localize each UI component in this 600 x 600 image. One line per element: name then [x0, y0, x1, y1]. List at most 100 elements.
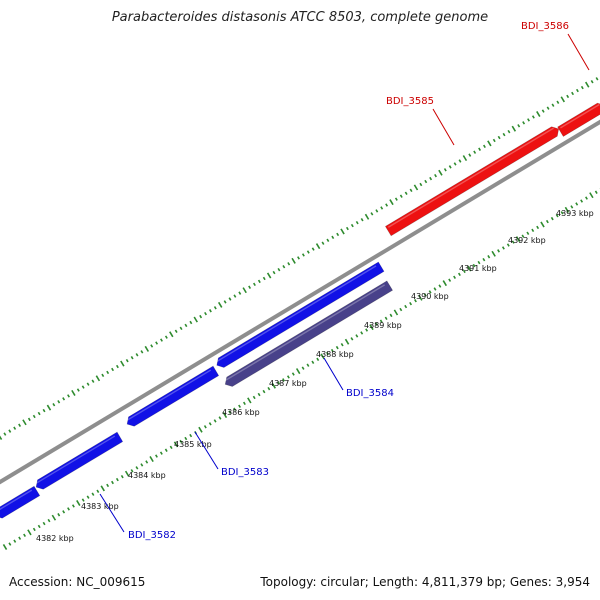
inner-tick [369, 324, 374, 331]
inner-tick [18, 536, 22, 540]
inner-tick [164, 448, 168, 452]
outer-tick [179, 326, 183, 331]
inner-tick [360, 331, 364, 335]
gene-arrow-bdi-3583 [126, 365, 220, 427]
outer-tick [370, 212, 374, 216]
outer-tick [409, 188, 413, 193]
outer-tick [297, 256, 300, 260]
inner-tick [531, 228, 535, 233]
outer-tick [189, 320, 193, 325]
outer-tick [385, 203, 389, 207]
inner-tick [355, 334, 359, 338]
inner-tick [124, 470, 130, 477]
outer-tick [473, 150, 477, 154]
inner-tick [564, 206, 570, 213]
inner-tick [218, 416, 222, 420]
gene-arrow-bdi-3581 [0, 485, 41, 519]
inner-tick [282, 378, 285, 382]
outer-tick [360, 218, 364, 222]
scale-label: 4382 kbp [36, 534, 74, 543]
outer-tick [106, 370, 110, 375]
outer-tick [46, 404, 52, 411]
outer-tick [204, 311, 207, 316]
inner-tick [2, 544, 8, 550]
inner-tick [462, 269, 466, 274]
outer-tick [287, 262, 291, 266]
gene-features [0, 102, 600, 519]
outer-tick [42, 408, 46, 413]
outer-tick [52, 403, 56, 407]
inner-tick [184, 436, 188, 441]
outer-tick [282, 265, 286, 269]
inner-tick [536, 225, 540, 230]
scale-labels: 4382 kbp 4383 kbp 4384 kbp 4385 kbp 4386 kbp… [36, 209, 594, 543]
outer-tick [478, 147, 482, 151]
inner-tick [27, 529, 32, 536]
gene-label-bdi-3583[interactable]: BDI_3583 [221, 467, 269, 478]
inner-tick [316, 357, 320, 362]
inner-tick [442, 280, 448, 287]
inner-tick [228, 410, 232, 414]
gene-label-bdi-3586[interactable]: BDI_3586 [521, 21, 569, 32]
outer-tick [150, 344, 154, 348]
inner-tick [130, 469, 134, 473]
inner-tick [550, 216, 554, 221]
outer-tick [140, 350, 144, 354]
inner-tick [149, 456, 154, 463]
gene-label-bdi-3582[interactable]: BDI_3582 [128, 530, 176, 541]
outer-tick [301, 253, 305, 257]
inner-tick [497, 249, 500, 253]
inner-tick-ring [2, 188, 600, 550]
gene-label-bdi-3585[interactable]: BDI_3585 [386, 96, 434, 107]
inner-tick [575, 202, 579, 206]
inner-tick [301, 366, 305, 370]
gene-label-leader-bdi-3584 [323, 357, 344, 391]
outer-tick [199, 314, 203, 319]
gene-arrow-bdi-3581-highlight [0, 489, 33, 511]
outer-tick [453, 162, 457, 166]
outer-tick [213, 306, 217, 310]
outer-tick [169, 331, 174, 338]
inner-tick [501, 246, 505, 250]
outer-tick [566, 94, 570, 99]
gene-arrow-bdi-3586-highlight [560, 103, 600, 129]
inner-tick [155, 454, 158, 458]
backbone-line [0, 119, 600, 485]
outer-tick [184, 323, 188, 328]
outer-tick [217, 301, 223, 308]
inner-tick [159, 451, 163, 455]
gene-arrow-bdi-3583b-highlight [216, 265, 377, 363]
inner-tick [418, 294, 423, 301]
inner-tick [433, 287, 437, 291]
outer-tick [135, 353, 139, 357]
outer-tick [527, 118, 530, 122]
inner-tick [169, 445, 173, 450]
inner-tick [404, 304, 408, 309]
outer-tick [595, 77, 599, 81]
inner-tick [438, 284, 442, 288]
outer-tick [76, 388, 80, 392]
inner-tick [521, 234, 525, 238]
inner-tick [344, 338, 350, 345]
outer-tick [125, 358, 129, 363]
inner-tick [135, 466, 139, 470]
inner-tick [111, 480, 114, 485]
inner-tick [62, 510, 66, 514]
outer-tick [81, 385, 85, 389]
outer-tick [536, 111, 541, 118]
inner-tick [67, 507, 70, 511]
inner-tick [271, 382, 276, 389]
outer-tick [62, 397, 66, 401]
inner-tick [233, 407, 237, 411]
outer-tick [257, 279, 261, 284]
inner-tick [414, 299, 417, 303]
inner-tick [589, 192, 594, 199]
gene-arrow-bdi-3582-highlight [35, 435, 116, 484]
outer-tick [483, 144, 486, 149]
outer-tick [111, 367, 115, 372]
outer-tick [340, 228, 345, 235]
outer-tick [375, 209, 379, 213]
gene-label-bdi-3584[interactable]: BDI_3584 [346, 388, 394, 399]
inner-tick [291, 372, 295, 376]
